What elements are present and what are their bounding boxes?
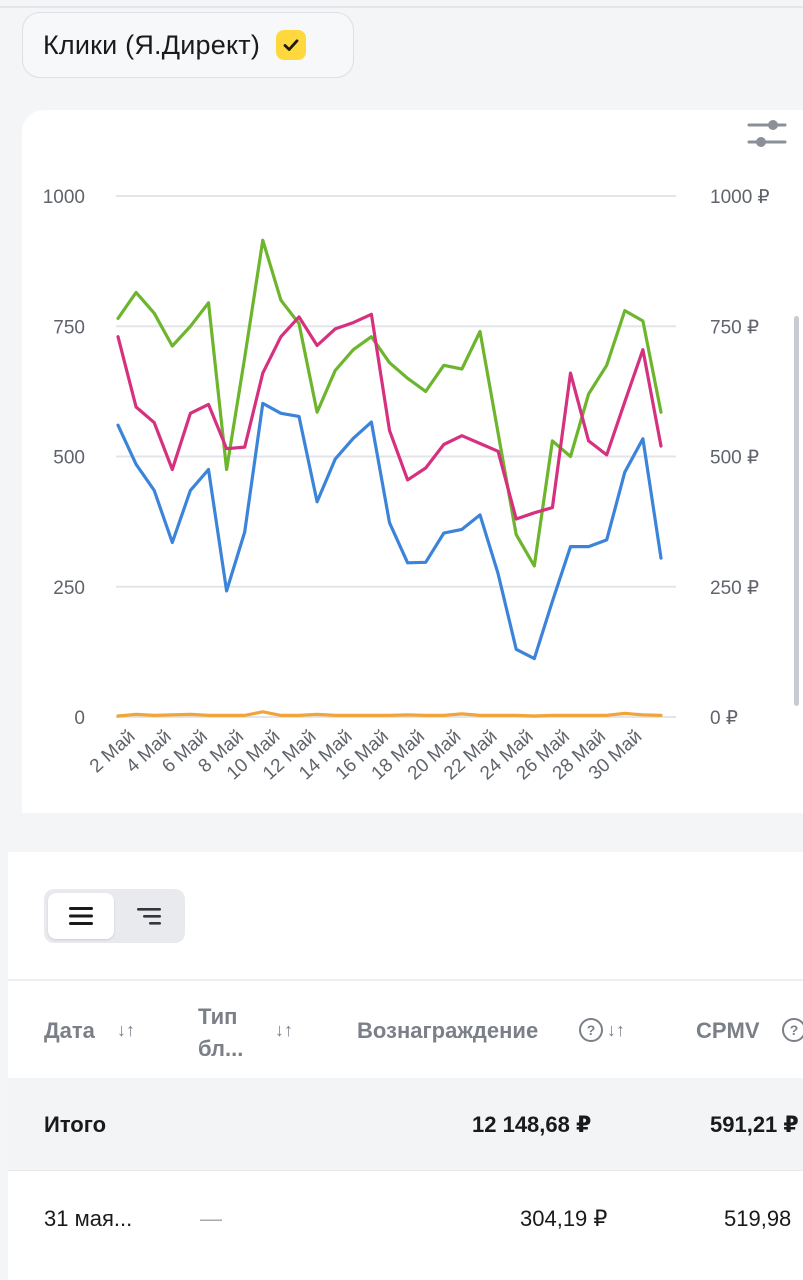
cpmv-help-icon[interactable]: ? — [782, 1018, 803, 1042]
y-left-tick-label: 0 — [74, 708, 85, 729]
series-line-2 — [116, 312, 663, 521]
row-type: — — [200, 1206, 222, 1231]
sort-date-icon[interactable]: ↓↑ — [117, 1020, 135, 1040]
y-right-tick-label: 500 ₽ — [710, 448, 759, 469]
row-date: 31 мая... — [44, 1206, 133, 1231]
compact-view-button[interactable] — [116, 893, 182, 939]
compact-list-icon — [137, 908, 161, 925]
list-view-button[interactable] — [48, 893, 114, 939]
sort-type-icon[interactable]: ↓↑ — [275, 1020, 293, 1040]
column-header-cpmv[interactable]: CPMV — [696, 1018, 760, 1043]
series-line-4 — [116, 710, 663, 718]
list-icon — [69, 907, 93, 925]
metric-filter-chip[interactable]: Клики (Я.Директ) — [22, 12, 354, 78]
table-total-row — [8, 1078, 803, 1170]
y-right-tick-label: 0 ₽ — [710, 708, 738, 729]
row-divider — [8, 1170, 803, 1171]
chart-settings-icon[interactable] — [745, 112, 789, 156]
view-toggle[interactable] — [44, 889, 185, 943]
sort-reward-icon[interactable]: ↓↑ — [607, 1020, 625, 1040]
reward-help-icon[interactable]: ? — [579, 1018, 603, 1042]
y-left-tick-label: 250 — [53, 578, 85, 599]
row-cpmv: 519,98 — [724, 1206, 792, 1231]
total-cpmv: 591,21 ₽ — [710, 1112, 799, 1137]
checkbox-checked-icon[interactable] — [276, 30, 307, 60]
scrollbar[interactable] — [794, 316, 799, 706]
table-top-divider — [8, 979, 803, 981]
y-right-tick-label: 1000 ₽ — [710, 187, 770, 208]
column-header-date[interactable]: Дата — [44, 1018, 95, 1043]
column-header-type-line1[interactable]: Тип — [198, 1004, 238, 1029]
y-left-tick-label: 750 — [53, 317, 85, 338]
series-line-3 — [116, 401, 663, 661]
chart-card — [22, 110, 803, 813]
total-label: Итого — [44, 1112, 107, 1137]
column-header-type-line2[interactable]: бл... — [198, 1036, 244, 1061]
row-reward: 304,19 ₽ — [520, 1206, 608, 1231]
top-divider — [0, 6, 803, 8]
series-line-1 — [116, 238, 663, 568]
metric-filter-label: Клики (Я.Директ) — [43, 29, 261, 60]
y-left-tick-label: 500 — [53, 448, 85, 469]
y-right-tick-label: 750 ₽ — [710, 317, 759, 338]
column-header-reward[interactable]: Вознаграждение — [357, 1018, 539, 1043]
y-left-tick-label: 1000 — [43, 187, 85, 208]
total-reward: 12 148,68 ₽ — [472, 1112, 592, 1137]
y-right-tick-label: 250 ₽ — [710, 578, 759, 599]
